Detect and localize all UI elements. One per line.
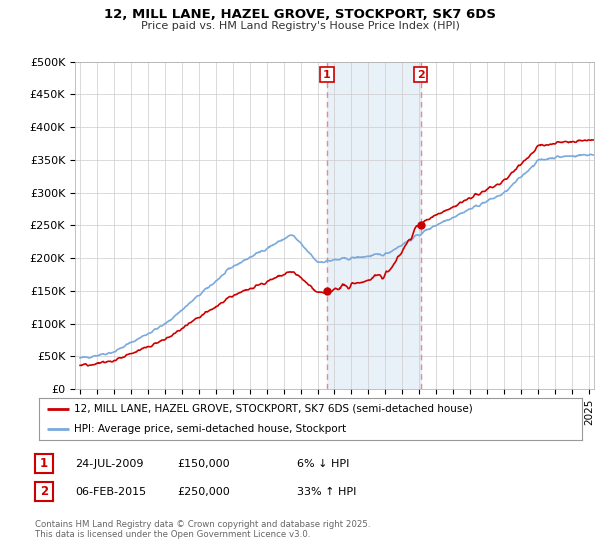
Text: 2: 2 <box>40 485 48 498</box>
Text: 1: 1 <box>40 457 48 470</box>
Text: 12, MILL LANE, HAZEL GROVE, STOCKPORT, SK7 6DS: 12, MILL LANE, HAZEL GROVE, STOCKPORT, S… <box>104 8 496 21</box>
Text: 2: 2 <box>417 69 425 80</box>
Text: Contains HM Land Registry data © Crown copyright and database right 2025.
This d: Contains HM Land Registry data © Crown c… <box>35 520 370 539</box>
Text: 6% ↓ HPI: 6% ↓ HPI <box>297 459 349 469</box>
Text: HPI: Average price, semi-detached house, Stockport: HPI: Average price, semi-detached house,… <box>74 424 346 434</box>
Text: 33% ↑ HPI: 33% ↑ HPI <box>297 487 356 497</box>
Text: 06-FEB-2015: 06-FEB-2015 <box>75 487 146 497</box>
Text: £250,000: £250,000 <box>177 487 230 497</box>
Bar <box>327 62 421 389</box>
Text: 12, MILL LANE, HAZEL GROVE, STOCKPORT, SK7 6DS (semi-detached house): 12, MILL LANE, HAZEL GROVE, STOCKPORT, S… <box>74 404 473 414</box>
Text: 1: 1 <box>323 69 331 80</box>
Text: £150,000: £150,000 <box>177 459 230 469</box>
Text: 24-JUL-2009: 24-JUL-2009 <box>75 459 143 469</box>
Text: Price paid vs. HM Land Registry's House Price Index (HPI): Price paid vs. HM Land Registry's House … <box>140 21 460 31</box>
